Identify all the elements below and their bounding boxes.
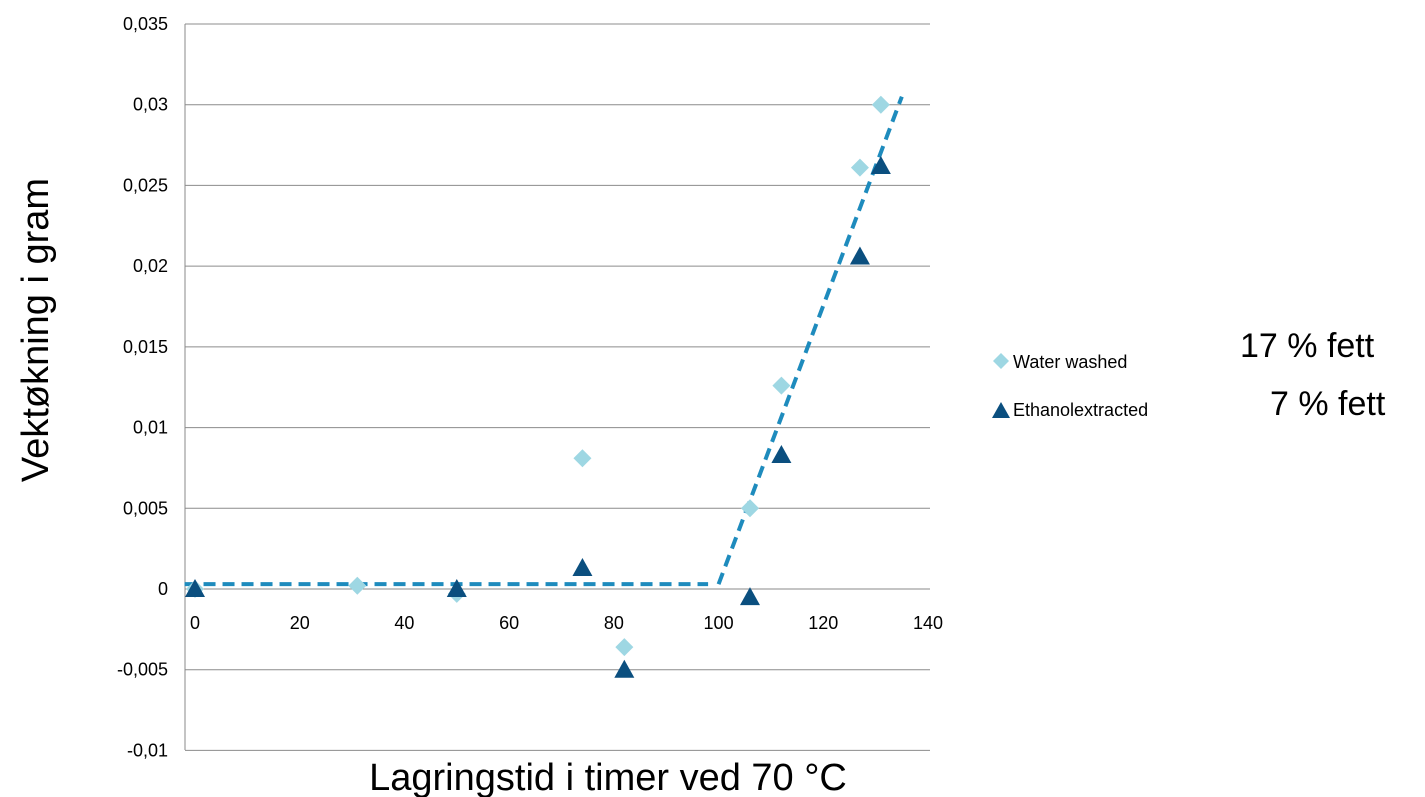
x-tick-label: 20 bbox=[290, 613, 310, 633]
x-tick-label: 80 bbox=[604, 613, 624, 633]
x-axis-title: Lagringstid i timer ved 70 °C bbox=[369, 757, 847, 797]
point-water-washed bbox=[740, 499, 759, 518]
point-ethanolextracted bbox=[870, 156, 891, 175]
y-tick-label: 0,035 bbox=[123, 14, 168, 34]
y-tick-label: -0,01 bbox=[127, 740, 168, 760]
point-water-washed bbox=[850, 158, 869, 177]
x-tick-label: 60 bbox=[499, 613, 519, 633]
y-tick-label: 0,005 bbox=[123, 498, 168, 518]
point-ethanolextracted bbox=[185, 579, 205, 597]
point-water-washed bbox=[615, 638, 634, 657]
y-tick-label: 0,015 bbox=[123, 337, 168, 357]
fat-note-ethanolextracted: 7 % fett bbox=[1270, 385, 1386, 423]
legend-item-ethanolextracted: Ethanolextracted bbox=[992, 400, 1148, 420]
y-axis-title: Vektøkning i gram bbox=[15, 178, 57, 482]
y-tick-label: 0,025 bbox=[123, 175, 168, 195]
x-tick-label: 0 bbox=[190, 613, 200, 633]
x-tick-label: 100 bbox=[704, 613, 734, 633]
y-tick-label: 0,03 bbox=[133, 95, 168, 115]
gridlines bbox=[185, 23, 930, 751]
trendlines bbox=[184, 95, 904, 587]
y-tick-labels: -0,01 -0,005 0 0,005 0,01 0,015 0,02 0,025 0,03 0… bbox=[117, 14, 168, 760]
x-tick-label: 140 bbox=[913, 613, 943, 633]
y-tick-label: -0,005 bbox=[117, 660, 168, 680]
point-ethanolextracted bbox=[849, 246, 870, 265]
point-ethanolextracted bbox=[771, 445, 792, 464]
data-points bbox=[185, 95, 891, 678]
legend: Water washed Ethanolextracted bbox=[992, 352, 1148, 420]
y-tick-label: 0,02 bbox=[133, 256, 168, 276]
point-ethanolextracted bbox=[446, 579, 467, 597]
y-tick-label: 0,01 bbox=[133, 418, 168, 438]
x-tick-label: 40 bbox=[394, 613, 414, 633]
point-ethanolextracted bbox=[739, 587, 760, 606]
point-water-washed bbox=[871, 95, 890, 114]
point-water-washed bbox=[573, 449, 592, 468]
x-tick-labels: 0 20 40 60 80 100 120 140 bbox=[190, 613, 943, 633]
point-ethanolextracted bbox=[614, 659, 635, 678]
triangle-icon bbox=[992, 402, 1010, 418]
point-ethanolextracted bbox=[572, 558, 593, 577]
point-water-washed bbox=[772, 376, 791, 395]
fat-note-water-washed: 17 % fett bbox=[1240, 327, 1375, 365]
diamond-icon bbox=[993, 353, 1009, 369]
legend-label-ethanolextracted: Ethanolextracted bbox=[1013, 400, 1148, 420]
point-water-washed bbox=[348, 576, 367, 595]
y-tick-label: 0 bbox=[158, 579, 168, 599]
x-tick-label: 120 bbox=[808, 613, 838, 633]
legend-label-water-washed: Water washed bbox=[1013, 352, 1127, 372]
legend-item-water-washed: Water washed bbox=[993, 352, 1127, 372]
